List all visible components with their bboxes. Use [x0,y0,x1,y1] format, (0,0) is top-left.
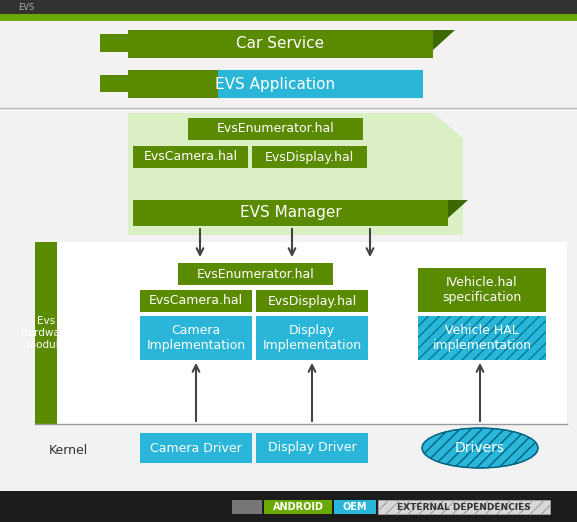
Text: EXTERNAL DEPENDENCIES: EXTERNAL DEPENDENCIES [397,503,531,512]
FancyBboxPatch shape [252,146,367,168]
Text: EVS Application: EVS Application [215,77,336,91]
Text: Display
Implementation: Display Implementation [263,324,362,352]
Polygon shape [433,30,455,50]
FancyBboxPatch shape [128,70,218,98]
Text: Display Driver: Display Driver [268,442,357,455]
FancyBboxPatch shape [128,30,433,58]
FancyBboxPatch shape [140,290,252,312]
Polygon shape [448,200,468,218]
FancyBboxPatch shape [35,242,57,424]
FancyBboxPatch shape [256,290,368,312]
FancyBboxPatch shape [378,500,550,514]
FancyBboxPatch shape [256,433,368,463]
FancyBboxPatch shape [256,316,368,360]
Text: IVehicle.hal
specification: IVehicle.hal specification [443,276,522,304]
Text: Camera Driver: Camera Driver [150,442,242,455]
Text: EvsDisplay.hal: EvsDisplay.hal [265,150,354,163]
Text: Car Service: Car Service [236,37,324,52]
Text: Kernel: Kernel [48,444,88,457]
Text: EvsEnumerator.hal: EvsEnumerator.hal [216,123,335,136]
Polygon shape [128,113,463,235]
Text: EvsCamera.hal: EvsCamera.hal [144,150,238,163]
FancyBboxPatch shape [140,316,252,360]
FancyBboxPatch shape [218,70,423,98]
Text: EvsDisplay.hal: EvsDisplay.hal [267,294,357,307]
Text: Vehicle HAL
implementation: Vehicle HAL implementation [433,324,531,352]
Text: EVS Manager: EVS Manager [239,206,342,220]
FancyBboxPatch shape [140,433,252,463]
Ellipse shape [422,428,538,468]
FancyBboxPatch shape [188,118,363,140]
Text: OEM: OEM [343,502,367,512]
FancyBboxPatch shape [0,14,577,21]
Text: ANDROID: ANDROID [272,502,324,512]
FancyBboxPatch shape [35,242,567,424]
FancyBboxPatch shape [133,200,448,226]
Text: EvsEnumerator.hal: EvsEnumerator.hal [197,267,314,280]
FancyBboxPatch shape [0,491,577,522]
Text: Drivers: Drivers [455,441,505,455]
FancyBboxPatch shape [178,263,333,285]
FancyBboxPatch shape [418,268,546,312]
FancyBboxPatch shape [232,500,262,514]
Text: EvsCamera.hal: EvsCamera.hal [149,294,243,307]
Text: Camera
Implementation: Camera Implementation [147,324,246,352]
FancyBboxPatch shape [100,34,128,52]
FancyBboxPatch shape [133,146,248,168]
Text: Evs
hardware
module: Evs hardware module [21,316,70,350]
Text: EVS: EVS [18,4,34,13]
FancyBboxPatch shape [100,75,128,92]
FancyBboxPatch shape [0,21,577,491]
FancyBboxPatch shape [418,316,546,360]
FancyBboxPatch shape [264,500,332,514]
FancyBboxPatch shape [334,500,376,514]
